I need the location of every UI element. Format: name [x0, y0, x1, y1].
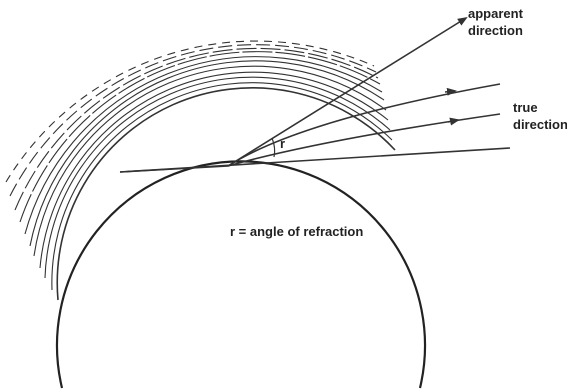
atmosphere-layers	[6, 41, 395, 300]
apparent-label: direction	[468, 23, 523, 38]
apparent-ray	[228, 18, 466, 166]
rays	[120, 18, 510, 172]
caption: r = angle of refraction	[230, 224, 363, 239]
apparent-label: apparent	[468, 6, 524, 21]
true-label: true	[513, 100, 538, 115]
diagram: apparent direction true direction r r = …	[0, 0, 567, 390]
arrow	[448, 120, 458, 122]
true-label: direction	[513, 117, 567, 132]
true-ray	[120, 148, 510, 172]
angle-label: r	[280, 136, 285, 151]
arrow	[445, 91, 455, 92]
earth	[57, 161, 425, 388]
